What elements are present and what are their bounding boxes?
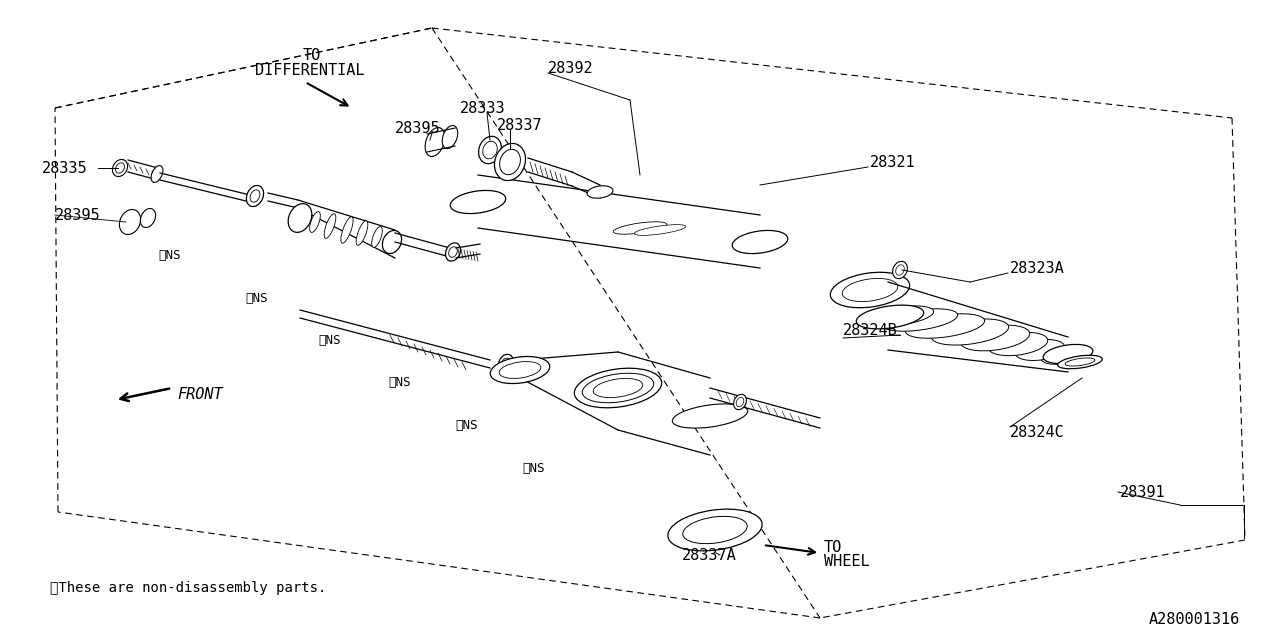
Text: WHEEL: WHEEL xyxy=(824,554,869,570)
Text: ※NS: ※NS xyxy=(317,333,340,346)
Ellipse shape xyxy=(479,136,502,164)
Ellipse shape xyxy=(340,217,353,243)
Text: 28324B: 28324B xyxy=(844,323,897,337)
Ellipse shape xyxy=(988,332,1048,356)
Ellipse shape xyxy=(490,356,550,383)
Ellipse shape xyxy=(856,305,924,329)
Ellipse shape xyxy=(151,166,163,182)
Ellipse shape xyxy=(588,186,613,198)
Ellipse shape xyxy=(635,225,686,236)
Ellipse shape xyxy=(575,368,662,408)
Ellipse shape xyxy=(672,404,748,428)
Ellipse shape xyxy=(905,314,984,338)
Ellipse shape xyxy=(1041,346,1080,364)
Ellipse shape xyxy=(882,308,957,332)
Text: FRONT: FRONT xyxy=(177,387,223,401)
Ellipse shape xyxy=(1043,344,1093,364)
Ellipse shape xyxy=(445,243,461,261)
Ellipse shape xyxy=(310,212,320,232)
Ellipse shape xyxy=(385,232,394,248)
Ellipse shape xyxy=(115,163,124,173)
Text: 28395: 28395 xyxy=(396,120,440,136)
Ellipse shape xyxy=(1057,355,1102,369)
Ellipse shape xyxy=(499,362,541,378)
Ellipse shape xyxy=(831,272,910,308)
Text: 28337A: 28337A xyxy=(682,547,737,563)
Ellipse shape xyxy=(483,141,497,159)
Text: 28333: 28333 xyxy=(460,100,506,115)
Ellipse shape xyxy=(141,209,156,228)
Ellipse shape xyxy=(383,230,402,253)
Text: ※NS: ※NS xyxy=(454,419,477,431)
Text: TO: TO xyxy=(303,47,321,63)
Text: A280001316: A280001316 xyxy=(1148,612,1240,627)
Ellipse shape xyxy=(443,125,458,148)
Ellipse shape xyxy=(119,209,141,234)
Ellipse shape xyxy=(1015,339,1065,360)
Text: 28392: 28392 xyxy=(548,61,594,76)
Text: 28321: 28321 xyxy=(870,154,915,170)
Ellipse shape xyxy=(499,355,513,372)
Text: DIFFERENTIAL: DIFFERENTIAL xyxy=(255,63,365,77)
Ellipse shape xyxy=(425,127,445,156)
Ellipse shape xyxy=(892,261,908,278)
Ellipse shape xyxy=(502,358,511,368)
Text: 28335: 28335 xyxy=(42,161,87,175)
Ellipse shape xyxy=(499,149,521,175)
Ellipse shape xyxy=(582,373,654,403)
Ellipse shape xyxy=(449,247,457,257)
Ellipse shape xyxy=(668,509,762,551)
Ellipse shape xyxy=(842,278,897,301)
Text: TO: TO xyxy=(824,541,842,556)
Ellipse shape xyxy=(356,221,367,245)
Ellipse shape xyxy=(246,186,264,207)
Ellipse shape xyxy=(613,222,667,234)
Text: 28323A: 28323A xyxy=(1010,260,1065,275)
Ellipse shape xyxy=(733,394,746,410)
Ellipse shape xyxy=(732,230,787,253)
Text: 28395: 28395 xyxy=(55,207,101,223)
Text: ※NS: ※NS xyxy=(388,376,411,388)
Text: 28337: 28337 xyxy=(497,118,543,132)
Ellipse shape xyxy=(288,204,312,232)
Ellipse shape xyxy=(1065,358,1094,366)
Ellipse shape xyxy=(371,227,383,248)
Ellipse shape xyxy=(932,319,1009,345)
Ellipse shape xyxy=(867,306,933,326)
Ellipse shape xyxy=(736,397,744,407)
Ellipse shape xyxy=(896,265,904,275)
Ellipse shape xyxy=(250,190,260,202)
Text: ※NS: ※NS xyxy=(244,291,268,305)
Ellipse shape xyxy=(593,378,643,397)
Text: 28391: 28391 xyxy=(1120,484,1166,499)
Ellipse shape xyxy=(296,209,305,227)
Ellipse shape xyxy=(113,159,128,177)
Ellipse shape xyxy=(324,214,335,238)
Text: ※NS: ※NS xyxy=(157,248,180,262)
Ellipse shape xyxy=(682,516,748,543)
Text: ※These are non-disassembly parts.: ※These are non-disassembly parts. xyxy=(50,581,326,595)
Ellipse shape xyxy=(494,143,526,180)
Text: ※NS: ※NS xyxy=(522,461,544,474)
Text: 28324C: 28324C xyxy=(1010,424,1065,440)
Ellipse shape xyxy=(960,325,1029,351)
Ellipse shape xyxy=(451,191,506,214)
